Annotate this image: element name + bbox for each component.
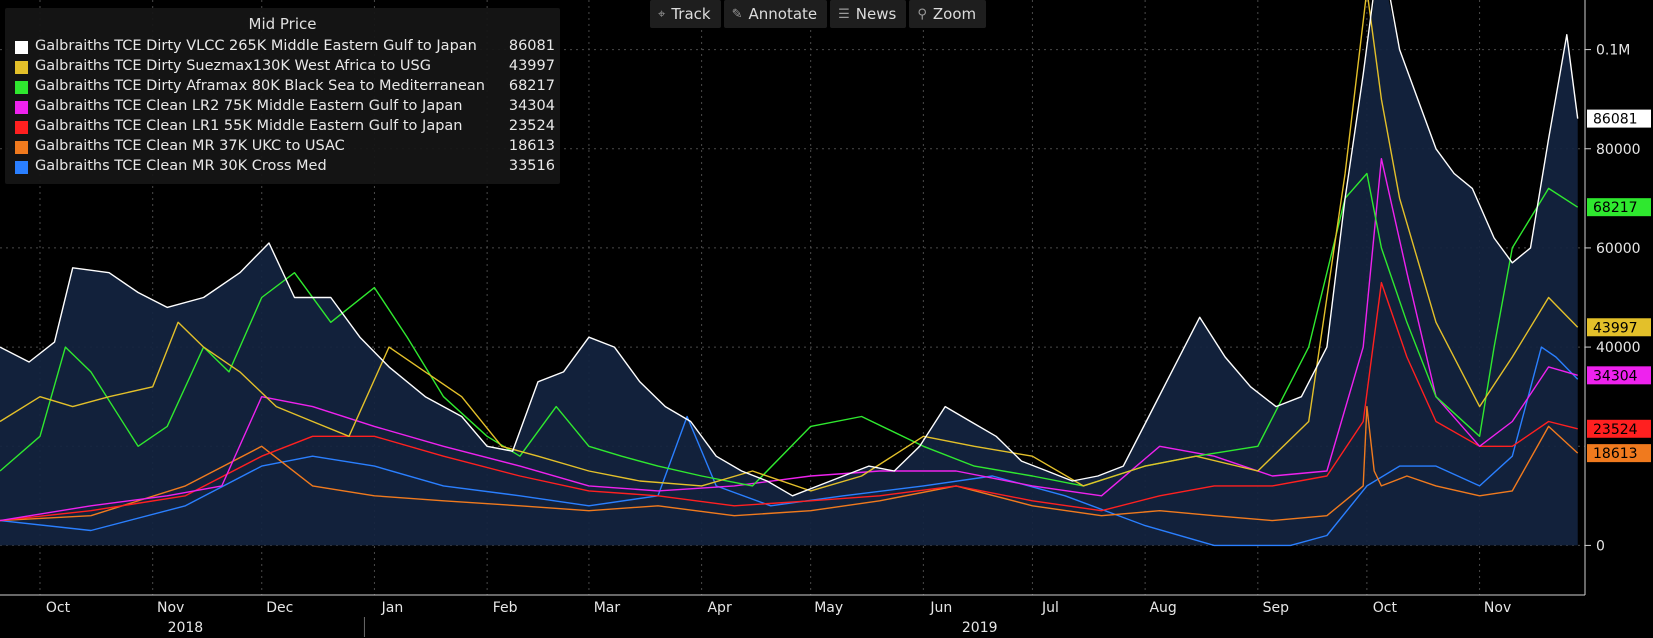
last-value-tag: 23524 (1587, 419, 1651, 438)
year-label: 2018 (168, 620, 204, 636)
last-value-tag: 34304 (1587, 366, 1651, 385)
legend-series-name: Galbraiths TCE Clean LR1 55K Middle East… (35, 118, 463, 134)
vlcc-area (0, 0, 1578, 546)
last-value-tag-text: 34304 (1593, 368, 1638, 384)
series-line (0, 0, 1579, 492)
legend-title: Mid Price (248, 15, 317, 33)
last-value-tag-bg (1587, 366, 1651, 385)
y-tick-label: 40000 (1596, 340, 1641, 356)
series-line (0, 172, 1579, 487)
y-tick-label: 80000 (1596, 142, 1641, 158)
toolbar-button-label: News (855, 5, 897, 23)
pencil-icon: ✎ (731, 6, 743, 22)
series-line (0, 0, 1579, 497)
series-line (0, 405, 1579, 522)
legend-item[interactable]: Galbraiths TCE Dirty Suezmax130K West Af… (15, 58, 555, 78)
x-tick-label: Dec (266, 600, 293, 616)
toolbar-button-label: Track (671, 5, 711, 23)
legend-item[interactable]: Galbraiths TCE Dirty Aframax 80K Black S… (15, 78, 555, 98)
x-tick-label: Nov (157, 600, 184, 616)
series-line (0, 281, 1578, 522)
legend-item[interactable]: Galbraiths TCE Clean LR1 55K Middle East… (15, 118, 555, 138)
x-tick-label: Oct (46, 600, 71, 616)
legend-series-value: 86081 (508, 38, 555, 54)
legend-swatch (15, 41, 28, 54)
area-fill (0, 0, 1578, 546)
legend-series-name: Galbraiths TCE Clean LR2 75K Middle East… (35, 98, 463, 114)
last-value-tag-bg (1587, 109, 1651, 128)
news-button[interactable]: ☰ News (830, 0, 907, 28)
last-value-tag-text: 86081 (1593, 112, 1638, 128)
legend-series-value: 43997 (508, 58, 555, 74)
legend-swatch (15, 121, 28, 134)
last-value-tag: 86081 (1587, 109, 1651, 128)
legend-series-name: Galbraiths TCE Clean MR 30K Cross Med (35, 158, 327, 174)
legend-swatch (15, 61, 28, 74)
x-tick-label: Sep (1263, 600, 1290, 616)
magnifier-icon: ⚲ (917, 6, 927, 22)
year-label: 2019 (962, 620, 998, 636)
x-tick-label: Apr (707, 600, 731, 616)
legend-series-value: 33516 (508, 158, 555, 174)
x-tick-label: Nov (1484, 600, 1511, 616)
x-tick-label: Jul (1041, 600, 1059, 616)
x-tick-label: Aug (1149, 600, 1176, 616)
x-tick-label: Oct (1373, 600, 1398, 616)
x-tick-label: Feb (493, 600, 518, 616)
legend-item[interactable]: Galbraiths TCE Clean LR2 75K Middle East… (15, 98, 555, 118)
last-value-tag-text: 18613 (1593, 446, 1638, 462)
last-value-tag-text: 23524 (1593, 422, 1638, 438)
y-tick-label: 0 (1596, 538, 1605, 554)
news-icon: ☰ (838, 6, 850, 22)
crosshair-icon: ⌖ (658, 6, 666, 22)
legend-series-value: 23524 (508, 118, 555, 134)
last-value-tag-bg (1587, 444, 1651, 463)
series-lines (0, 0, 1579, 547)
x-tick-label: May (814, 600, 843, 616)
legend-series-value: 18613 (508, 138, 555, 154)
legend-item[interactable]: Galbraiths TCE Clean MR 30K Cross Med 335… (15, 158, 555, 178)
x-tick-label: Jan (381, 600, 404, 616)
last-value-tag: 18613 (1587, 444, 1651, 463)
legend-series-value: 68217 (508, 78, 555, 94)
annotate-button[interactable]: ✎ Annotate (723, 0, 828, 28)
last-value-tag: 43997 (1587, 318, 1651, 337)
last-value-tag-bg (1587, 318, 1651, 337)
last-value-tag-text: 68217 (1593, 200, 1638, 216)
toolbar-button-label: Annotate (748, 5, 818, 23)
legend-series-name: Galbraiths TCE Dirty Suezmax130K West Af… (35, 58, 431, 74)
legend-swatch (15, 101, 28, 114)
y-tick-label: 0.1M (1596, 43, 1630, 59)
legend-swatch (15, 81, 28, 94)
legend: Mid Price Galbraiths TCE Dirty VLCC 265K… (5, 8, 560, 184)
toolbar-button-label: Zoom (932, 5, 977, 23)
zoom-button[interactable]: ⚲ Zoom (909, 0, 987, 28)
x-tick-label: Mar (594, 600, 621, 616)
legend-series-name: Galbraiths TCE Dirty Aframax 80K Black S… (35, 78, 485, 94)
last-value-tag-text: 43997 (1593, 320, 1638, 336)
chart-toolbar: ⌖ Track ✎ Annotate ☰ News ⚲ Zoom (650, 0, 987, 28)
legend-swatch (15, 141, 28, 154)
last-value-tag-bg (1587, 419, 1651, 438)
y-tick-label: 60000 (1596, 241, 1641, 257)
legend-series-value: 34304 (508, 98, 555, 114)
legend-item[interactable]: Galbraiths TCE Dirty VLCC 265K Middle Ea… (15, 38, 555, 58)
legend-series-name: Galbraiths TCE Clean MR 37K UKC to USAC (35, 138, 345, 154)
series-line (0, 158, 1578, 522)
legend-item[interactable]: Galbraiths TCE Clean MR 37K UKC to USAC 1… (15, 138, 555, 158)
track-button[interactable]: ⌖ Track (650, 0, 721, 28)
legend-swatch (15, 161, 28, 174)
series-line (0, 346, 1579, 547)
last-value-tag: 68217 (1587, 198, 1651, 217)
legend-series-name: Galbraiths TCE Dirty VLCC 265K Middle Ea… (35, 38, 477, 54)
x-tick-label: Jun (929, 600, 952, 616)
last-value-tag-bg (1587, 198, 1651, 217)
